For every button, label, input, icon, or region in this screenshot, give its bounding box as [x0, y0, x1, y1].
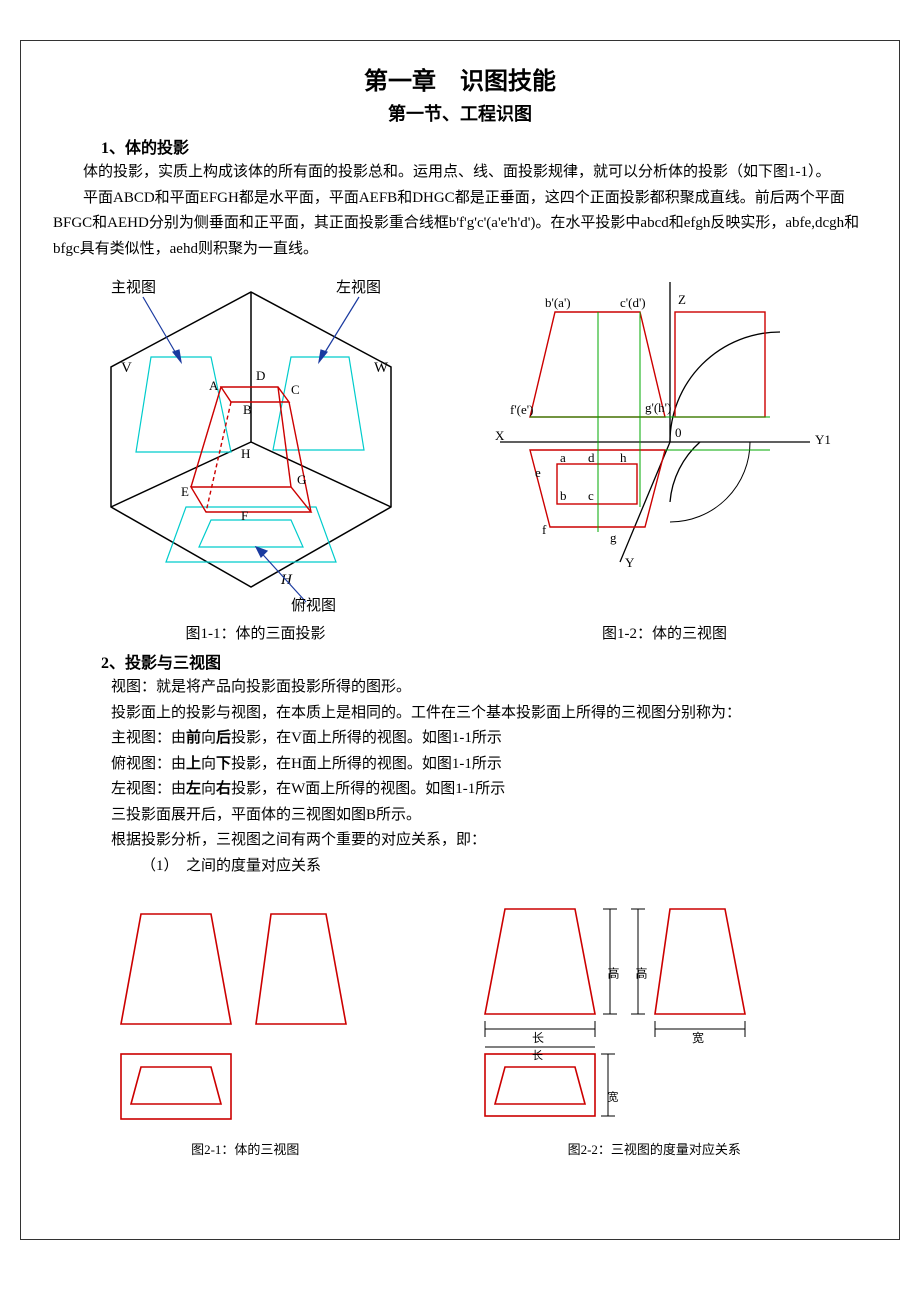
- line-6: 三投影面展开后，平面体的三视图如图B所示。: [111, 803, 867, 829]
- fig2-O: 0: [675, 425, 682, 440]
- fig3-svg: [101, 899, 361, 1129]
- caption-2-2: 图2-2：三视图的度量对应关系: [470, 1139, 838, 1158]
- fig2-d: d: [588, 450, 595, 465]
- fig2-c: c: [588, 488, 594, 503]
- l4b: 上: [186, 756, 201, 772]
- figure-1-2: b'(a') c'(d') Z f'(e') g'(h') X 0 Y1 Y a…: [480, 272, 840, 572]
- paragraph-1: 体的投影，实质上构成该体的所有面的投影总和。运用点、线、面投影规律，就可以分析体…: [53, 160, 867, 186]
- heading-1: 1、体的投影: [101, 134, 869, 158]
- l4e: 投影，在H面上所得的视图。如图1-1所示: [231, 756, 502, 772]
- l5d: 右: [216, 781, 231, 797]
- line-1: 视图：就是将产品向投影面投影所得的图形。: [111, 675, 867, 701]
- fig2-g: g: [610, 530, 617, 545]
- fig2-ba: b'(a'): [545, 295, 571, 310]
- fig4-gao2: 高: [634, 966, 648, 980]
- caption-row-2: 图2-1：体的三视图 图2-2：三视图的度量对应关系: [51, 1139, 869, 1158]
- l3e: 投影，在V面上所得的视图。如图1-1所示: [231, 730, 502, 746]
- l3c: 向: [201, 730, 216, 746]
- line-5: 左视图：由左向右投影，在W面上所得的视图。如图1-1所示: [111, 777, 867, 803]
- fig1-label-top: 俯视图: [291, 597, 336, 612]
- l3b: 前: [186, 730, 201, 746]
- fig2-e: e: [535, 465, 541, 480]
- line-3: 主视图：由前向后投影，在V面上所得的视图。如图1-1所示: [111, 726, 867, 752]
- fig2-fe: f'(e'): [510, 402, 533, 417]
- figure-2-1: [101, 899, 361, 1129]
- fig4-kuan2: 宽: [606, 1090, 619, 1103]
- fig2-f: f: [542, 522, 547, 537]
- figure-row-1: V W H: [51, 272, 869, 612]
- fig1-B: B: [243, 402, 252, 417]
- fig1-E: E: [181, 484, 189, 499]
- figure-2-2: 长 宽 长 高 高 宽: [460, 899, 820, 1129]
- fig1-A: A: [209, 378, 219, 393]
- heading-2: 2、投影与三视图: [101, 649, 869, 673]
- l4c: 向: [201, 756, 216, 772]
- line-7: 根据投影分析，三视图之间有两个重要的对应关系，即：: [111, 828, 867, 854]
- caption-1-2: 图1-2：体的三视图: [480, 622, 848, 643]
- fig1-H2: H: [241, 446, 250, 461]
- fig2-Z: Z: [678, 292, 686, 307]
- fig2-cd: c'(d'): [620, 295, 646, 310]
- l3d: 后: [216, 730, 231, 746]
- fig4-gao1: 高: [606, 966, 620, 980]
- caption-1-1: 图1-1：体的三面投影: [71, 622, 439, 643]
- l5b: 左: [186, 781, 201, 797]
- fig1-label-main: 主视图: [111, 279, 156, 296]
- fig4-chang2: 长: [532, 1049, 543, 1062]
- l3a: 主视图：由: [111, 730, 186, 746]
- line-4: 俯视图：由上向下投影，在H面上所得的视图。如图1-1所示: [111, 752, 867, 778]
- fig2-h: h: [620, 450, 627, 465]
- l4a: 俯视图：由: [111, 756, 186, 772]
- fig1-svg: V W H: [81, 272, 421, 612]
- figure-row-2: 长 宽 长 高 高 宽: [51, 899, 869, 1129]
- fig1-C: C: [291, 382, 300, 397]
- fig2-Y: Y: [625, 555, 635, 570]
- fig1-G: G: [297, 472, 306, 487]
- chapter-title: 第一章 识图技能: [51, 61, 869, 96]
- fig2-X: X: [495, 428, 505, 443]
- caption-row-1: 图1-1：体的三面投影 图1-2：体的三视图: [51, 622, 869, 643]
- fig1-label-left: 左视图: [336, 279, 381, 296]
- fig2-svg: b'(a') c'(d') Z f'(e') g'(h') X 0 Y1 Y a…: [480, 272, 840, 572]
- fig4-kuan1: 宽: [692, 1030, 704, 1045]
- document-page: 第一章 识图技能 第一节、工程识图 1、体的投影 体的投影，实质上构成该体的所有…: [20, 40, 900, 1240]
- fig1-V: V: [121, 360, 132, 376]
- figure-1-1: V W H: [81, 272, 421, 612]
- caption-2-1: 图2-1：体的三视图: [82, 1139, 409, 1158]
- section-title: 第一节、工程识图: [51, 100, 869, 126]
- l4d: 下: [216, 756, 231, 772]
- fig1-W: W: [374, 360, 389, 376]
- line-8: （1） 之间的度量对应关系: [141, 854, 867, 880]
- l5a: 左视图：由: [111, 781, 186, 797]
- l5c: 向: [201, 781, 216, 797]
- line-2: 投影面上的投影与视图，在本质上是相同的。工件在三个基本投影面上所得的三视图分别称…: [111, 701, 867, 727]
- fig4-chang1: 长: [532, 1031, 544, 1045]
- fig2-Y1: Y1: [815, 432, 831, 447]
- fig2-a: a: [560, 450, 566, 465]
- paragraph-2: 平面ABCD和平面EFGH都是水平面，平面AEFB和DHGC都是正垂面，这四个正…: [53, 186, 867, 263]
- fig1-D: D: [256, 368, 265, 383]
- fig2-gh: g'(h'): [645, 400, 671, 415]
- fig1-F: F: [241, 508, 248, 523]
- fig4-svg: 长 宽 长 高 高 宽: [460, 899, 820, 1129]
- fig2-b: b: [560, 488, 567, 503]
- l5e: 投影，在W面上所得的视图。如图1-1所示: [231, 781, 505, 797]
